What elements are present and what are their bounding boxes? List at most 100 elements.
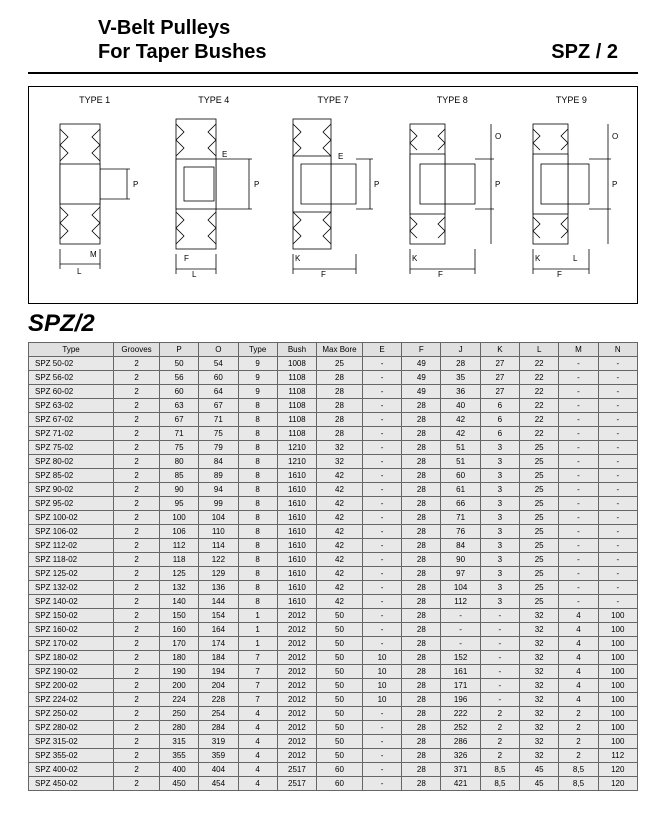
pulley-diagram-icon: P O F K L	[521, 109, 621, 279]
table-cell: 42	[317, 553, 363, 567]
table-cell: 3	[480, 469, 519, 483]
page-header: V-Belt Pulleys For Taper Bushes SPZ / 2	[28, 16, 638, 74]
table-cell: -	[362, 553, 401, 567]
table-cell: SPZ 71-02	[29, 427, 114, 441]
table-cell: -	[559, 427, 598, 441]
table-cell: 8,5	[559, 777, 598, 791]
table-cell: 326	[441, 749, 480, 763]
table-cell: 1610	[277, 497, 316, 511]
table-row: SPZ 80-02280848121032-2851325--	[29, 455, 638, 469]
svg-text:M: M	[90, 250, 97, 259]
table-cell: 2	[114, 749, 160, 763]
table-cell: 8	[238, 455, 277, 469]
table-cell: 9	[238, 385, 277, 399]
table-cell: 2	[114, 693, 160, 707]
table-cell: SPZ 180-02	[29, 651, 114, 665]
table-cell: 50	[317, 651, 363, 665]
table-cell: -	[559, 567, 598, 581]
table-cell: 60	[317, 763, 363, 777]
svg-text:O: O	[612, 132, 618, 141]
table-cell: 28	[317, 385, 363, 399]
table-cell: SPZ 200-02	[29, 679, 114, 693]
table-cell: 10	[362, 665, 401, 679]
table-cell: 32	[520, 707, 559, 721]
table-cell: 3	[480, 595, 519, 609]
table-cell: 100	[159, 511, 198, 525]
table-cell: 25	[520, 553, 559, 567]
table-cell: 6	[480, 399, 519, 413]
diagram-label: TYPE 4	[156, 95, 271, 105]
table-cell: 28	[402, 581, 441, 595]
diagram-type7: TYPE 7 P E F K	[275, 95, 390, 279]
table-cell: -	[362, 595, 401, 609]
table-cell: SPZ 132-02	[29, 581, 114, 595]
table-cell: -	[362, 385, 401, 399]
table-cell: 25	[520, 441, 559, 455]
table-cell: 319	[199, 735, 238, 749]
table-cell: SPZ 75-02	[29, 441, 114, 455]
table-cell: 2	[559, 721, 598, 735]
table-cell: 222	[441, 707, 480, 721]
table-cell: 132	[159, 581, 198, 595]
table-cell: -	[362, 777, 401, 791]
table-cell: 28	[402, 665, 441, 679]
table-cell: -	[598, 511, 637, 525]
col-header: Max Bore	[317, 343, 363, 357]
svg-text:L: L	[573, 254, 578, 263]
table-cell: 45	[520, 763, 559, 777]
svg-text:P: P	[495, 180, 500, 189]
table-cell: -	[598, 441, 637, 455]
table-row: SPZ 224-02222422872012501028196-324100	[29, 693, 638, 707]
table-cell: SPZ 400-02	[29, 763, 114, 777]
table-cell: 8	[238, 525, 277, 539]
svg-text:P: P	[133, 180, 138, 189]
table-cell: 1610	[277, 567, 316, 581]
table-cell: 8	[238, 427, 277, 441]
table-row: SPZ 71-02271758110828-2842622--	[29, 427, 638, 441]
table-cell: 1610	[277, 581, 316, 595]
table-cell: 28	[402, 441, 441, 455]
table-cell: 154	[199, 609, 238, 623]
table-cell: 129	[199, 567, 238, 581]
table-cell: 32	[520, 693, 559, 707]
table-cell: 2012	[277, 665, 316, 679]
table-cell: 3	[480, 567, 519, 581]
col-header: P	[159, 343, 198, 357]
table-cell: 25	[520, 581, 559, 595]
table-cell: 7	[238, 665, 277, 679]
table-cell: 50	[317, 637, 363, 651]
table-cell: 180	[159, 651, 198, 665]
table-cell: -	[598, 567, 637, 581]
table-cell: 2	[114, 567, 160, 581]
table-cell: -	[559, 539, 598, 553]
table-cell: 114	[199, 539, 238, 553]
table-cell: -	[362, 357, 401, 371]
table-cell: SPZ 100-02	[29, 511, 114, 525]
table-cell: 64	[199, 385, 238, 399]
table-cell: 25	[520, 595, 559, 609]
table-cell: 50	[317, 693, 363, 707]
table-cell: 2	[114, 413, 160, 427]
table-cell: -	[598, 469, 637, 483]
table-cell: 22	[520, 399, 559, 413]
table-cell: 104	[199, 511, 238, 525]
table-cell: 174	[199, 637, 238, 651]
table-cell: 2012	[277, 651, 316, 665]
table-row: SPZ 355-0223553594201250-283262322112	[29, 749, 638, 763]
table-cell: 2	[480, 721, 519, 735]
table-cell: 100	[598, 665, 637, 679]
table-cell: -	[362, 413, 401, 427]
table-cell: 1	[238, 637, 277, 651]
table-row: SPZ 106-0221061108161042-2876325--	[29, 525, 638, 539]
table-cell: -	[559, 413, 598, 427]
table-cell: 2	[114, 399, 160, 413]
table-row: SPZ 200-02220020472012501028171-324100	[29, 679, 638, 693]
section-title: SPZ/2	[28, 310, 638, 338]
table-cell: 4	[559, 609, 598, 623]
table-cell: SPZ 170-02	[29, 637, 114, 651]
pulley-diagram-icon: P E F K	[283, 109, 383, 279]
table-cell: 250	[159, 707, 198, 721]
table-cell: 50	[317, 735, 363, 749]
svg-text:E: E	[222, 150, 227, 159]
table-cell: -	[362, 763, 401, 777]
